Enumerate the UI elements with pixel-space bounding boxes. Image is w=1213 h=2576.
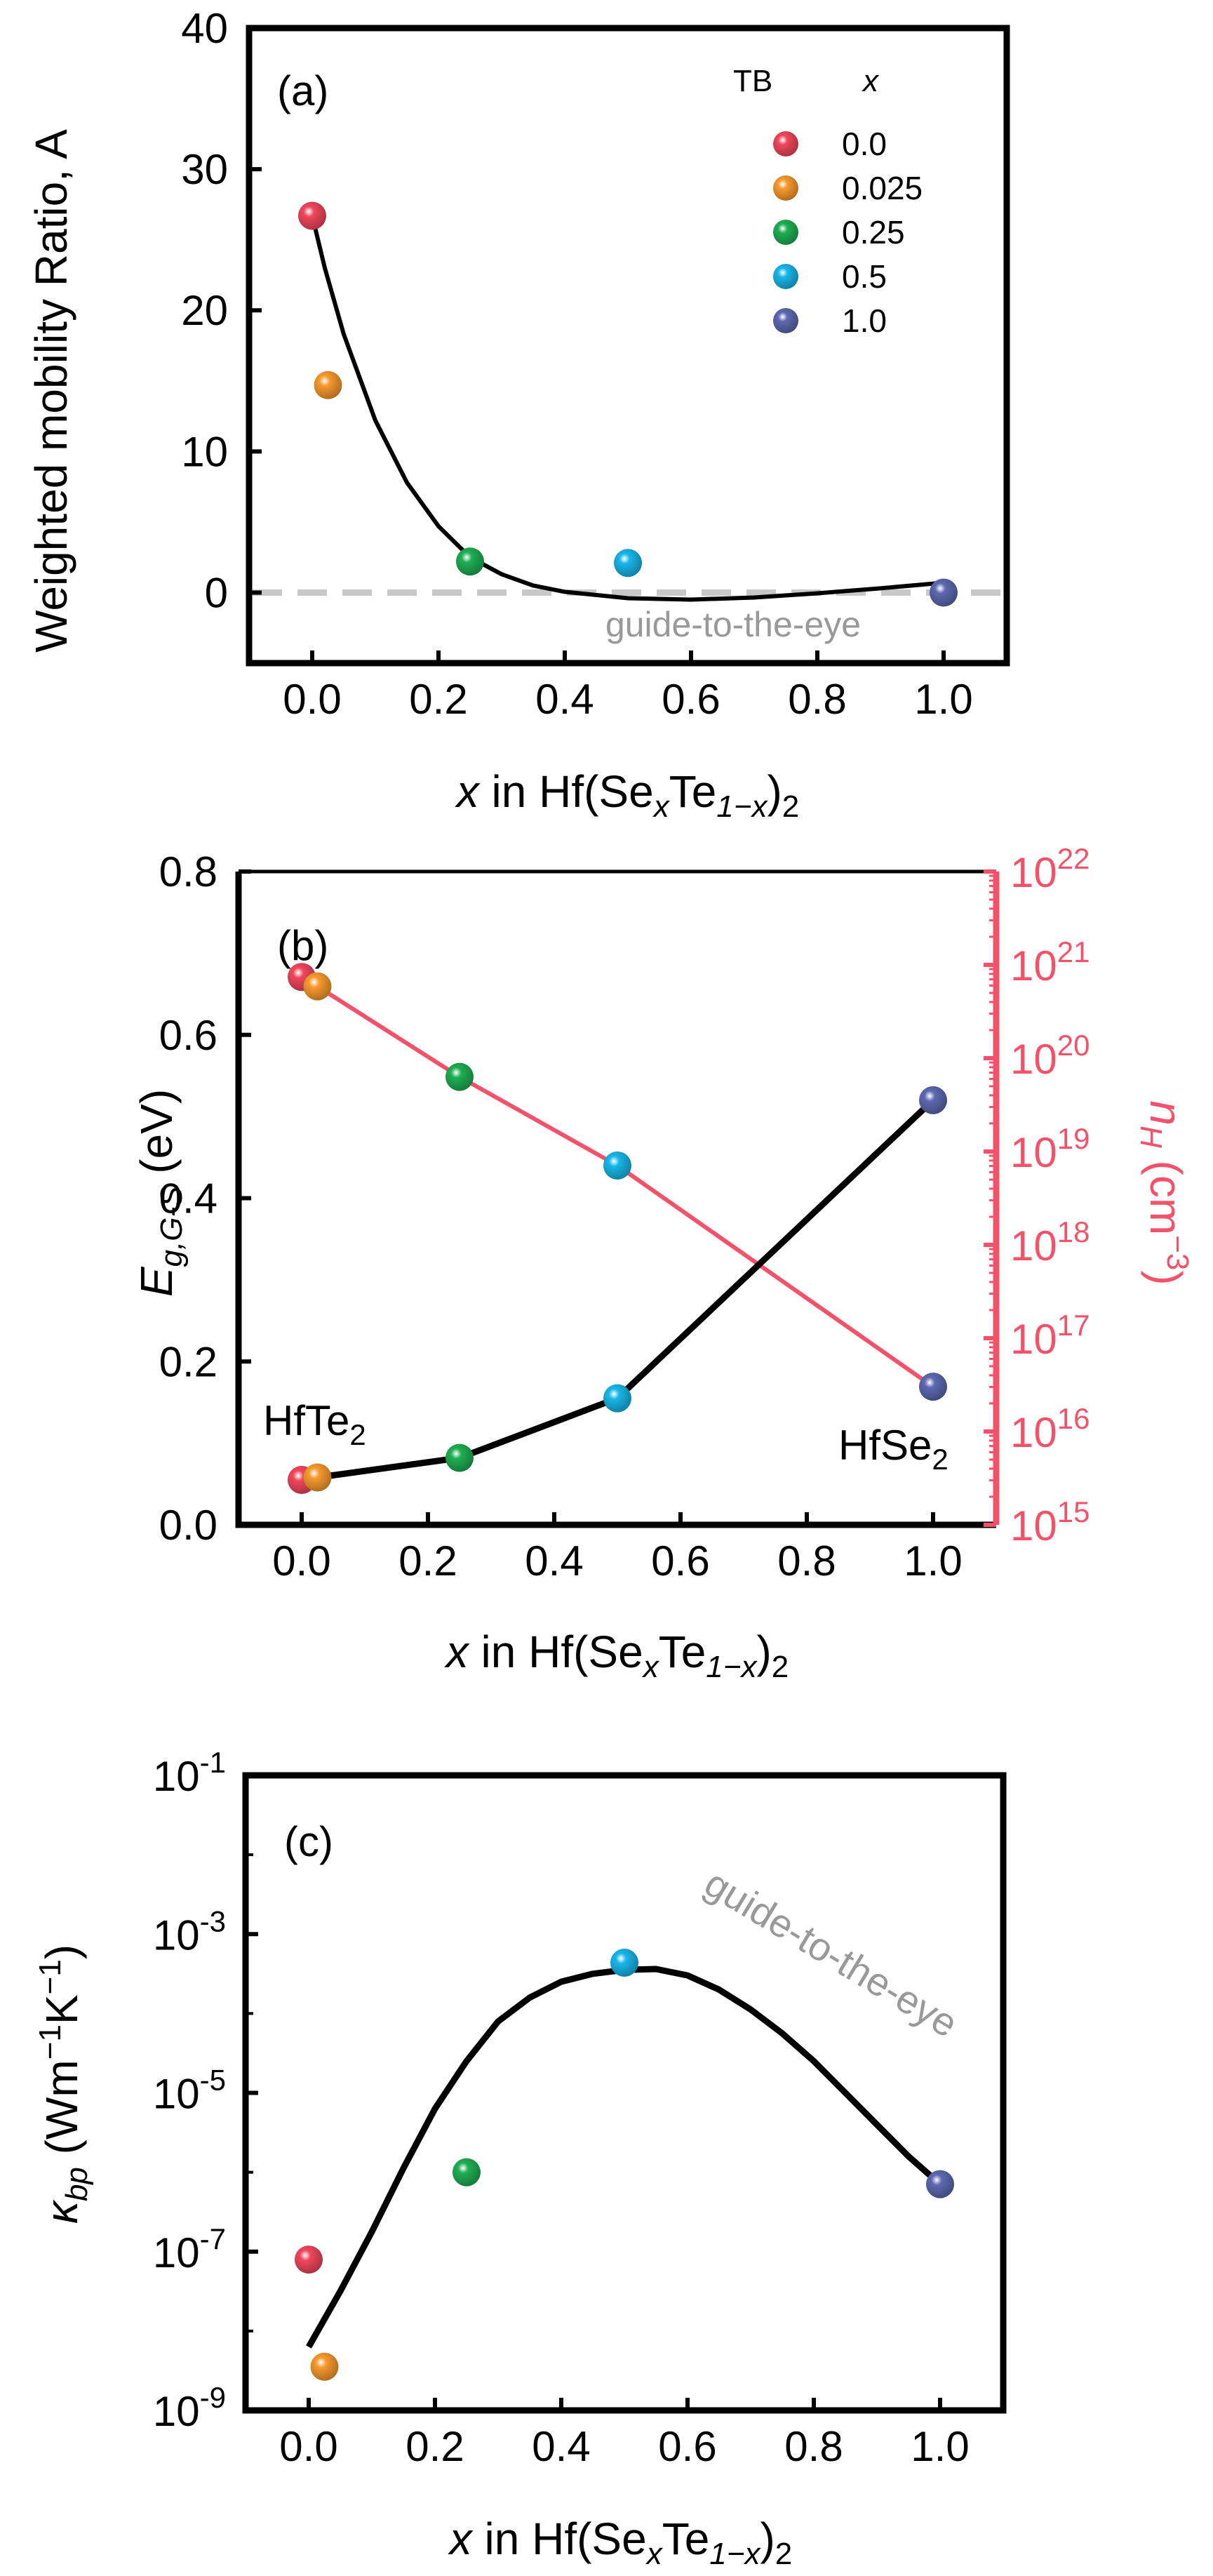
panel-a-xtick-label: 0.0 [283, 676, 341, 723]
legend-marker-2 [773, 220, 798, 245]
panel-b: Eg,G-S (eV) nH (cm−3) (b) 0.0 0.2 0.4 0.6 0.… [131, 842, 1195, 1684]
panel-c-point-2 [453, 2158, 481, 2187]
panel-b-nh-point-3 [603, 1151, 631, 1180]
panel-b-label: (b) [277, 922, 328, 969]
legend-label-0: 0.0 [842, 126, 887, 162]
panel-c-ylabel: κbp (Wm−1K−1) [33, 1944, 94, 2224]
panel-a-xtick-label: 1.0 [914, 676, 972, 723]
panel-a-point-4 [930, 578, 958, 607]
panel-b-xtick-label: 0.4 [525, 1537, 583, 1584]
panel-b-ytick-label: 0.8 [159, 848, 217, 895]
panel-a-xtick-label: 0.2 [409, 676, 467, 723]
panel-c-xtick-label: 0.2 [406, 2423, 464, 2470]
panel-a-guide-curve [310, 215, 944, 602]
panel-b-right-tick-label: 1016 [1010, 1402, 1090, 1456]
panel-c-point-0 [295, 2245, 323, 2274]
panel-c-point-3 [610, 1948, 638, 1977]
legend-marker-0 [773, 131, 798, 156]
panel-a-label: (a) [277, 67, 328, 114]
panel-c-ytick-label: 10-7 [153, 2222, 226, 2276]
panel-a-xlabel: x in Hf(SexTe1−x)2 [455, 766, 800, 824]
panel-a: Weighted mobility Ratio, A (a) 0.0 0.2 0.4… [26, 5, 1010, 824]
panel-a-xtick-label: 0.8 [788, 676, 846, 723]
panel-c-guide-curve [306, 1966, 942, 2349]
panel-c-ytick-label: 10-9 [153, 2381, 226, 2435]
panel-a-xtick-label: 0.4 [535, 676, 594, 723]
panel-a-ytick-label: 0 [205, 569, 228, 616]
panel-a-plot-frame [246, 25, 1010, 667]
legend-marker-3 [773, 264, 798, 289]
panel-c-ytick-label: 10-5 [153, 2064, 226, 2118]
panel-c-plot-frame [242, 1772, 1007, 2414]
panel-a-xtick-label: 0.6 [662, 676, 720, 723]
panel-c-ytick-label: 10-3 [153, 1904, 226, 1958]
legend-label-3: 0.5 [842, 258, 887, 295]
legend-label-1: 0.025 [842, 170, 923, 206]
panel-b-xtick-label: 0.0 [272, 1537, 330, 1584]
panel-b-xtick-label: 1.0 [904, 1537, 962, 1584]
legend-title-tb: TB [733, 64, 772, 98]
legend-label-4: 1.0 [842, 302, 887, 339]
panel-a-ytick-label: 20 [181, 287, 228, 334]
panel-b-right-tick-label: 1017 [1010, 1309, 1090, 1363]
panel-b-right-tick-label: 1022 [1010, 842, 1090, 896]
legend-title-x: x [862, 64, 880, 98]
panel-c-ytick-label: 10-1 [153, 1746, 226, 1800]
panel-c-xtick-label: 1.0 [911, 2423, 969, 2470]
panel-c-label: (c) [284, 1818, 333, 1865]
panel-a-point-3 [614, 549, 642, 578]
panel-b-right-tick-label: 1020 [1010, 1029, 1090, 1083]
xlabel-var: x [455, 766, 481, 817]
panel-c-point-1 [310, 2352, 339, 2381]
panel-c-xtick-label: 0.6 [658, 2423, 716, 2470]
panel-c: κbp (Wm−1K−1) (c) 0.0 0.2 0.4 0.6 0.8 1.0 10-… [33, 1746, 1007, 2571]
panel-b-gap-point-4 [919, 1086, 947, 1114]
panel-c-xtick-label: 0.8 [784, 2423, 843, 2470]
panel-a-ytick-label: 40 [181, 5, 228, 52]
panel-b-ytick-label: 0.2 [159, 1338, 217, 1385]
panel-a-y-axis-label: Weighted mobility Ratio, A [26, 129, 76, 653]
panel-c-xtick-label: 0.0 [279, 2423, 337, 2470]
panel-b-ylabel: Eg,G-S (eV) [131, 1089, 189, 1297]
panel-b-nh-point-2 [445, 1062, 474, 1091]
panel-c-guide-annotation: guide-to-the-eye [697, 1860, 965, 2046]
panel-a-point-1 [314, 371, 342, 399]
panel-b-gap-point-3 [603, 1384, 631, 1413]
panel-b-nh-point-4 [919, 1373, 947, 1401]
panel-b-right-tick-label: 1019 [1010, 1122, 1090, 1176]
panel-b-nh-line [300, 975, 934, 1389]
panel-a-ytick-label: 30 [181, 146, 228, 193]
panel-b-nh-point-1 [303, 972, 332, 1001]
panel-a-point-0 [298, 201, 326, 230]
panel-b-ylabel-right: nH (cm−3) [1134, 1100, 1195, 1285]
legend-marker-4 [773, 308, 798, 333]
panel-b-xtick-label: 0.8 [777, 1537, 836, 1584]
panel-b-xtick-label: 0.2 [398, 1537, 457, 1584]
panel-b-ytick-label: 0.4 [159, 1175, 217, 1222]
panel-b-right-tick-label: 1021 [1010, 935, 1090, 989]
panel-a-legend: TB x 0.0 0.025 0.25 0.5 1.0 [733, 64, 923, 339]
panel-a-ylabel: Weighted mobility Ratio, A [26, 129, 76, 653]
panel-b-xtick-label: 0.6 [651, 1537, 709, 1584]
panel-c-point-4 [926, 2170, 954, 2198]
panel-b-label-hfte2: HfTe2 [263, 1397, 366, 1451]
legend-label-2: 0.25 [842, 214, 905, 251]
panel-c-xtick-label: 0.4 [532, 2423, 590, 2470]
panel-a-guide-annotation: guide-to-the-eye [605, 605, 861, 644]
panel-a-ytick-label: 10 [181, 428, 228, 475]
panel-b-ytick-label: 0.6 [159, 1012, 217, 1059]
panel-c-xlabel: x in Hf(SexTe1−x)2 [448, 2514, 793, 2571]
panel-b-label-hfse2: HfSe2 [838, 1422, 949, 1476]
panel-b-ytick-label: 0.0 [159, 1502, 217, 1549]
panel-b-right-tick-label: 1015 [1010, 1495, 1090, 1549]
legend-marker-1 [773, 175, 798, 201]
panel-b-gap-point-2 [445, 1443, 474, 1472]
panel-a-point-2 [456, 547, 484, 576]
panel-b-xlabel: x in Hf(SexTe1−x)2 [444, 1627, 789, 1684]
panel-b-right-tick-label: 1018 [1010, 1215, 1090, 1269]
panel-b-gap-point-1 [303, 1463, 332, 1492]
